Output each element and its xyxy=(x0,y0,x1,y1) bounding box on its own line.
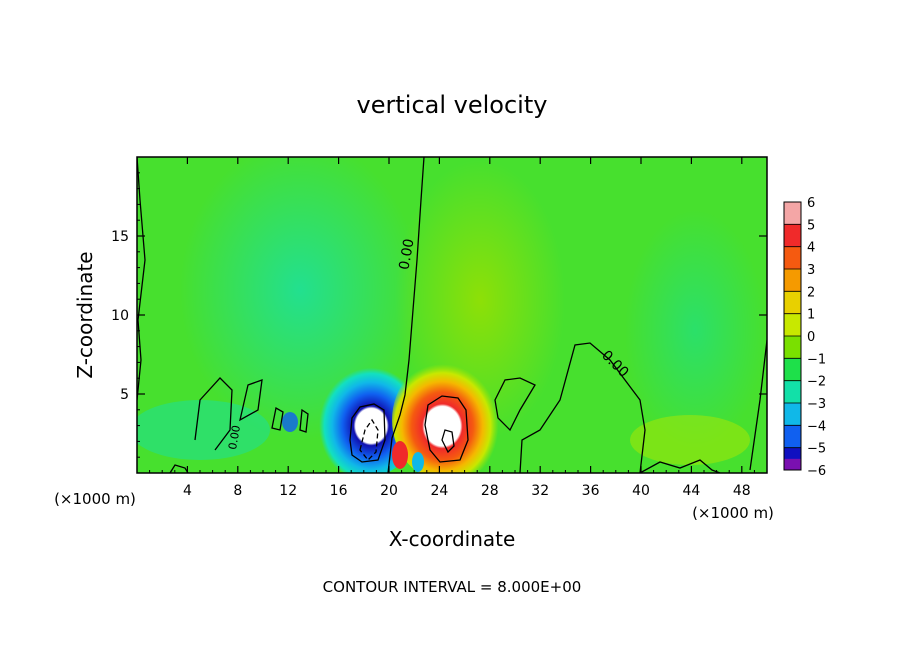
chart-title: vertical velocity xyxy=(357,91,548,119)
x-axis-label: X-coordinate xyxy=(389,527,516,551)
zero-contour-right-edge xyxy=(749,339,767,471)
feature-low-level-mix-left xyxy=(137,400,270,460)
x-tick-label: 24 xyxy=(430,483,448,499)
feature-small-cell-1 xyxy=(282,412,298,432)
contour-label-left: 0.00 xyxy=(226,424,243,450)
contour-downdraft-dashed xyxy=(359,418,379,461)
contour-low-left-2 xyxy=(239,379,263,422)
colorbar-swatch xyxy=(784,403,801,426)
x-units-left: (×1000 m) xyxy=(54,490,136,508)
feature-downdraft xyxy=(314,362,418,473)
x-axis-ticks: 4 8 12 16 20 24 28 32 36 40 44 48 xyxy=(149,157,755,499)
y-tick-label: 10 xyxy=(111,308,129,324)
feature-small-cell-3 xyxy=(412,452,424,472)
colorbar-label: −4 xyxy=(807,419,826,434)
contour-low-left-1 xyxy=(194,377,233,451)
zero-contour-central xyxy=(387,157,425,473)
feature-low-level-mix-right xyxy=(630,415,750,465)
x-tick-label: 32 xyxy=(531,483,549,499)
contour-right-blob xyxy=(494,377,536,432)
contour-updraft-inner xyxy=(441,429,455,454)
y-axis-ticks: 5 10 15 xyxy=(111,172,767,458)
feature-weak-negative-right xyxy=(625,210,765,450)
y-axis-label: Z-coordinate xyxy=(73,251,97,378)
plot-area: 0.00 0.00 0.00 xyxy=(137,157,767,473)
colorbar-label: 2 xyxy=(807,285,815,300)
contour-interval-note: CONTOUR INTERVAL = 8.000E+00 xyxy=(323,578,582,596)
x-tick-label: 40 xyxy=(632,483,650,499)
y-tick-label: 15 xyxy=(111,229,129,245)
colorbar-label: −1 xyxy=(807,352,826,367)
colorbar-label: 1 xyxy=(807,308,815,323)
colorbar-swatch xyxy=(784,224,801,247)
contour-bottom-right xyxy=(639,459,721,473)
contour-small-1 xyxy=(271,406,284,431)
colorbar-swatch xyxy=(784,269,801,292)
colorbar-swatch xyxy=(784,313,801,336)
colorbar-label: 5 xyxy=(807,218,815,233)
contour-label-central: 0.00 xyxy=(396,238,417,271)
colorbar-swatch xyxy=(784,358,801,381)
colorbar-label: 3 xyxy=(807,263,815,278)
colorbar-label: 6 xyxy=(807,196,815,211)
colorbar-label: −3 xyxy=(807,397,826,412)
colorbar-label: −5 xyxy=(807,442,826,457)
x-tick-label: 28 xyxy=(481,483,499,499)
x-tick-label: 36 xyxy=(582,483,600,499)
feature-small-cell-2 xyxy=(392,441,408,469)
colorbar-label: 4 xyxy=(807,241,815,256)
colorbar-swatch xyxy=(784,380,801,403)
x-tick-label: 12 xyxy=(279,483,297,499)
colorbar-swatch xyxy=(784,291,801,314)
x-tick-label: 8 xyxy=(233,483,242,499)
colorbar-swatch xyxy=(784,246,801,269)
colorbar: 6 5 4 3 2 1 0 −1 −2 −3 −4 −5 −6 xyxy=(783,196,826,479)
contour-small-2 xyxy=(299,408,309,433)
contour-downdraft-solid xyxy=(349,403,386,463)
colorbar-swatch xyxy=(784,336,801,359)
zero-contour-right-ridge xyxy=(519,342,646,473)
x-tick-label: 16 xyxy=(330,483,348,499)
contour-bottom-small xyxy=(169,464,189,473)
colorbar-label: 0 xyxy=(807,330,815,345)
x-tick-label: 20 xyxy=(380,483,398,499)
x-tick-label: 44 xyxy=(682,483,700,499)
contour-updraft-outer xyxy=(424,395,469,463)
colorbar-swatch xyxy=(784,202,801,225)
colorbar-swatch xyxy=(784,425,801,448)
colorbar-label: −2 xyxy=(807,375,826,390)
colorbar-label: −6 xyxy=(807,464,826,479)
y-tick-label: 5 xyxy=(120,387,129,403)
x-tick-label: 4 xyxy=(183,483,192,499)
zero-contour-left-edge xyxy=(137,157,146,401)
x-tick-label: 48 xyxy=(733,483,751,499)
x-units-right: (×1000 m) xyxy=(692,504,774,522)
feature-updraft xyxy=(392,358,504,473)
colorbar-swatch xyxy=(784,458,801,470)
